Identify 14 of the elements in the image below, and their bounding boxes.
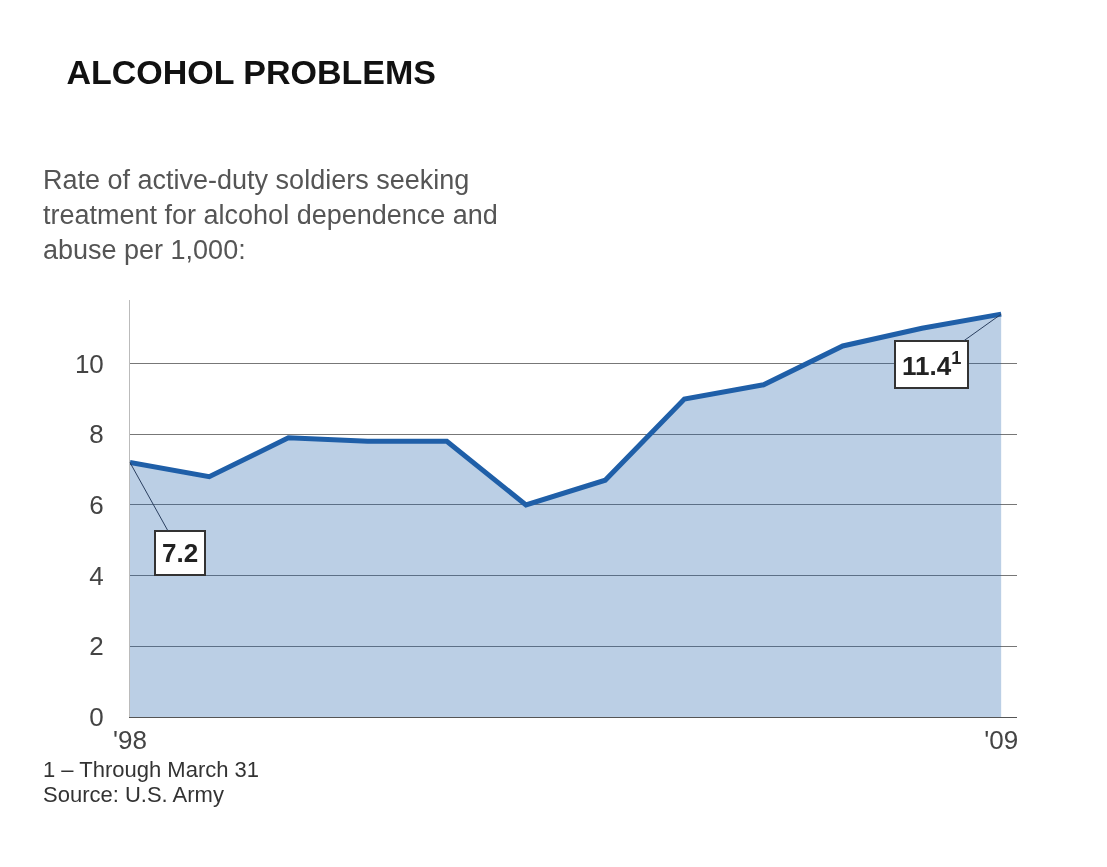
chart-title: ALCOHOL PROBLEMS bbox=[66, 53, 437, 92]
y-tick-label: 4 bbox=[89, 560, 104, 591]
x-tick-label: '09 bbox=[984, 725, 1019, 756]
y-tick-label: 0 bbox=[89, 702, 104, 733]
y-tick-label: 8 bbox=[89, 419, 104, 450]
text: 1 – Through March 31 bbox=[43, 757, 260, 782]
y-tick-label: 2 bbox=[89, 631, 104, 662]
chart-subtitle: Rate of active-duty soldiers seeking treatment for alcohol dependence and abuse per 1,000: bbox=[43, 165, 498, 266]
y-tick-label: 6 bbox=[89, 490, 104, 521]
source-note: Source: U.S. Army bbox=[43, 782, 224, 807]
annotation: 11.4$^{1}$ bbox=[902, 348, 962, 381]
y-tick-label: 10 bbox=[74, 348, 104, 379]
x-tick-label: '98 bbox=[113, 725, 147, 756]
annotation: 7.2 bbox=[162, 538, 199, 568]
